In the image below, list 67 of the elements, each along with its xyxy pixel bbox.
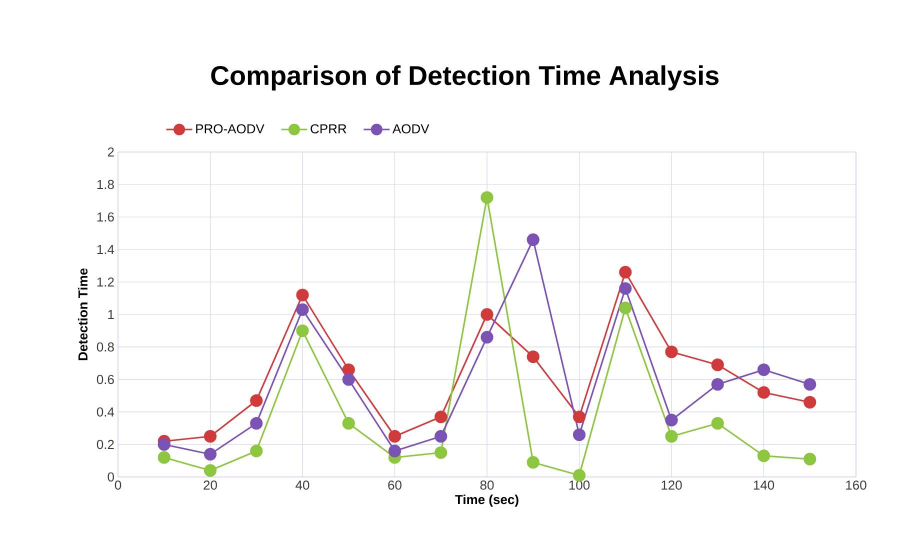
y-tick-label: 0.6: [96, 374, 114, 384]
x-tick-label: 120: [662, 480, 682, 490]
point: [526, 350, 540, 364]
point: [250, 417, 263, 430]
x-tick-label: 60: [388, 480, 402, 490]
point: [250, 394, 263, 407]
point: [434, 430, 448, 443]
point: [619, 282, 632, 295]
x-axis-title: Time (sec): [455, 494, 518, 507]
point: [250, 444, 263, 458]
point: [572, 428, 586, 442]
y-tick-label: 0.8: [96, 342, 114, 352]
point: [665, 430, 678, 443]
legend-label: PRO-AODV: [196, 124, 264, 134]
y-axis-title: Detection Time: [78, 268, 88, 360]
chart-title: Comparison of Detection Time Analysis: [211, 65, 719, 90]
point: [204, 448, 217, 461]
x-tick-label: 20: [204, 480, 217, 490]
point: [296, 288, 309, 302]
point: [204, 430, 217, 443]
point: [158, 451, 170, 464]
point: [665, 346, 678, 358]
x-tick-label: 100: [569, 480, 590, 490]
y-tick-label: 0.2: [96, 440, 114, 450]
point: [804, 378, 816, 391]
point: [711, 358, 724, 372]
point: [619, 302, 632, 314]
y-tick-label: 1: [108, 310, 114, 319]
y-tick-label: 1.6: [97, 212, 114, 222]
y-tick-label: 1.8: [97, 180, 114, 190]
y-tick-label: 1.2: [97, 277, 114, 287]
legend-label: CPRR: [310, 124, 346, 134]
point: [480, 330, 494, 344]
x-tick-label: 140: [754, 480, 774, 490]
point: [757, 363, 770, 376]
point: [434, 410, 448, 424]
point: [572, 410, 586, 424]
point: [342, 417, 355, 430]
y-tick-label: 0: [108, 472, 114, 482]
point: [711, 417, 724, 430]
x-tick-label: 160: [846, 480, 866, 490]
point: [619, 266, 632, 279]
point: [526, 456, 540, 469]
legend-label: AODV: [392, 124, 430, 134]
y-tick-label: 1.4: [97, 245, 114, 254]
point: [480, 191, 494, 204]
point: [434, 446, 448, 459]
point: [296, 303, 309, 316]
point: [388, 430, 402, 443]
x-tick-label: 80: [480, 480, 494, 490]
x-tick-label: 0: [114, 480, 122, 490]
point: [158, 438, 170, 451]
y-tick-label: 2: [108, 147, 114, 157]
point: [526, 233, 540, 246]
point: [480, 308, 494, 321]
point: [204, 464, 217, 477]
y-tick-label: 0.4: [96, 407, 114, 417]
point: [804, 452, 816, 466]
point: [757, 450, 770, 462]
point: [388, 444, 402, 458]
point: [757, 386, 770, 399]
point: [711, 378, 724, 391]
point: [342, 373, 355, 386]
x-tick-label: 40: [296, 480, 310, 490]
point: [296, 324, 309, 338]
point: [804, 396, 816, 409]
point: [665, 414, 678, 426]
